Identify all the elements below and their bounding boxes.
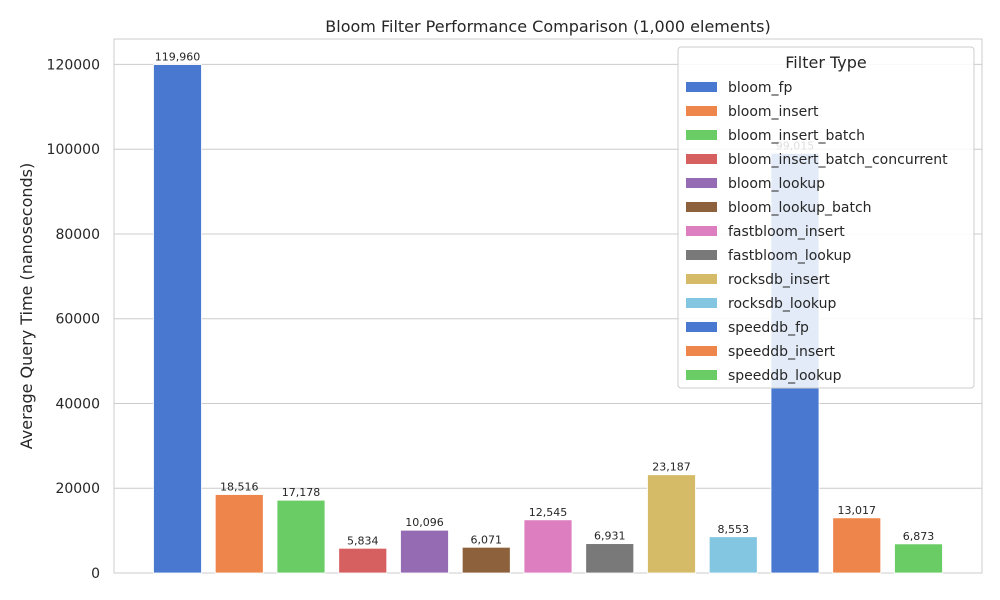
legend-label: rocksdb_insert	[728, 272, 830, 288]
legend-swatch	[686, 130, 717, 140]
legend-swatch	[686, 322, 717, 332]
data-label: 13,017	[838, 504, 877, 517]
bar-bloom-insert-batch-concurrent	[338, 547, 388, 574]
data-label: 6,873	[903, 530, 935, 543]
legend-swatch	[686, 346, 717, 356]
y-tick-label: 0	[91, 566, 100, 582]
y-axis-title: Average Query Time (nanoseconds)	[17, 163, 36, 450]
legend-label: bloom_lookup_batch	[728, 200, 872, 216]
data-label: 6,931	[594, 530, 626, 543]
bar-rocksdb-lookup	[708, 536, 758, 574]
y-tick-label: 80000	[55, 227, 100, 243]
legend-swatch	[686, 226, 717, 236]
y-tick-label: 120000	[47, 57, 100, 73]
legend-frame	[677, 46, 975, 389]
legend-label: speeddb_fp	[728, 320, 809, 336]
bar-bloom-insert-batch	[276, 499, 326, 574]
bar-bloom-lookup	[400, 529, 449, 574]
legend-swatch	[686, 154, 717, 164]
bar-rocksdb-insert	[647, 474, 696, 574]
legend-swatch	[686, 202, 717, 212]
bar-fastbloom-lookup	[585, 543, 635, 574]
y-tick-labels: 0 20000 40000 60000 80000 100000 120000	[47, 57, 100, 582]
legend-swatch	[686, 298, 717, 308]
legend-label: bloom_insert	[728, 104, 819, 120]
legend-label: speeddb_lookup	[728, 368, 842, 384]
legend-label: bloom_insert_batch_concurrent	[728, 152, 948, 168]
legend: Filter Type bloom_fp bloom_insert bloom_in…	[677, 46, 975, 389]
bar-bloom-fp	[153, 64, 202, 574]
legend-label: bloom_lookup	[728, 176, 825, 192]
legend-items: bloom_fp bloom_insert bloom_insert_batchbl…	[686, 80, 948, 384]
legend-label: speeddb_insert	[728, 344, 835, 360]
y-tick-label: 20000	[55, 481, 100, 497]
chart-title: Bloom Filter Performance Comparison (1,0…	[325, 17, 770, 36]
legend-label: fastbloom_lookup	[728, 248, 851, 264]
legend-label: bloom_insert_batch	[728, 128, 865, 144]
y-tick-label: 100000	[47, 142, 100, 158]
data-label: 17,178	[282, 486, 321, 499]
bar-bloom-insert	[214, 494, 264, 574]
data-label: 119,960	[155, 51, 201, 64]
bar-speeddb-lookup	[894, 543, 943, 574]
legend-swatch	[686, 82, 717, 92]
data-labels: 119,960 18,516 17,178 5,834 10,096 6,071 12,54…	[155, 51, 935, 548]
bar-fastbloom-insert	[523, 519, 573, 574]
legend-swatch	[686, 178, 717, 188]
y-tick-label: 60000	[55, 312, 100, 328]
legend-title: Filter Type	[785, 53, 866, 72]
data-label: 10,096	[405, 516, 444, 529]
data-label: 6,071	[471, 533, 503, 546]
data-label: 5,834	[347, 534, 379, 547]
data-label: 23,187	[652, 461, 691, 474]
data-label: 8,553	[718, 523, 750, 536]
data-label: 18,516	[220, 481, 259, 494]
y-tick-label: 40000	[55, 396, 100, 412]
legend-label: rocksdb_lookup	[728, 296, 836, 312]
legend-label: fastbloom_insert	[728, 224, 845, 240]
legend-swatch	[686, 274, 717, 284]
legend-swatch	[686, 370, 717, 380]
legend-label: bloom_fp	[728, 80, 792, 96]
legend-swatch	[686, 250, 717, 260]
data-label: 12,545	[529, 506, 568, 519]
legend-swatch	[686, 106, 717, 116]
bar-bloom-lookup-batch	[461, 546, 511, 574]
bar-speeddb-insert	[832, 517, 882, 574]
